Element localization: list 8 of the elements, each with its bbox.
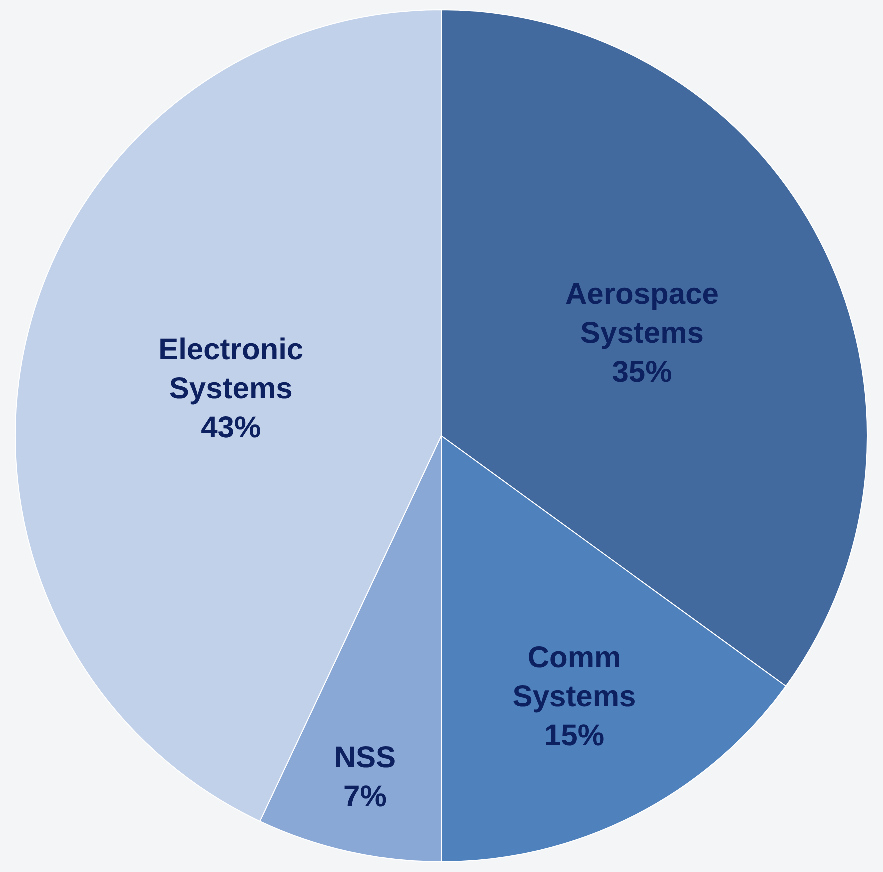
slice-label: Aerospace Systems bbox=[566, 278, 719, 350]
data-label: 43% bbox=[201, 411, 262, 444]
data-label: 7% bbox=[344, 780, 387, 814]
slice-label: Comm Systems bbox=[512, 642, 636, 714]
data-label: 35% bbox=[612, 356, 672, 390]
slice-label: Electronic Systems bbox=[158, 333, 304, 406]
data-label: 15% bbox=[544, 720, 605, 753]
slice-label: NSS bbox=[334, 741, 396, 774]
